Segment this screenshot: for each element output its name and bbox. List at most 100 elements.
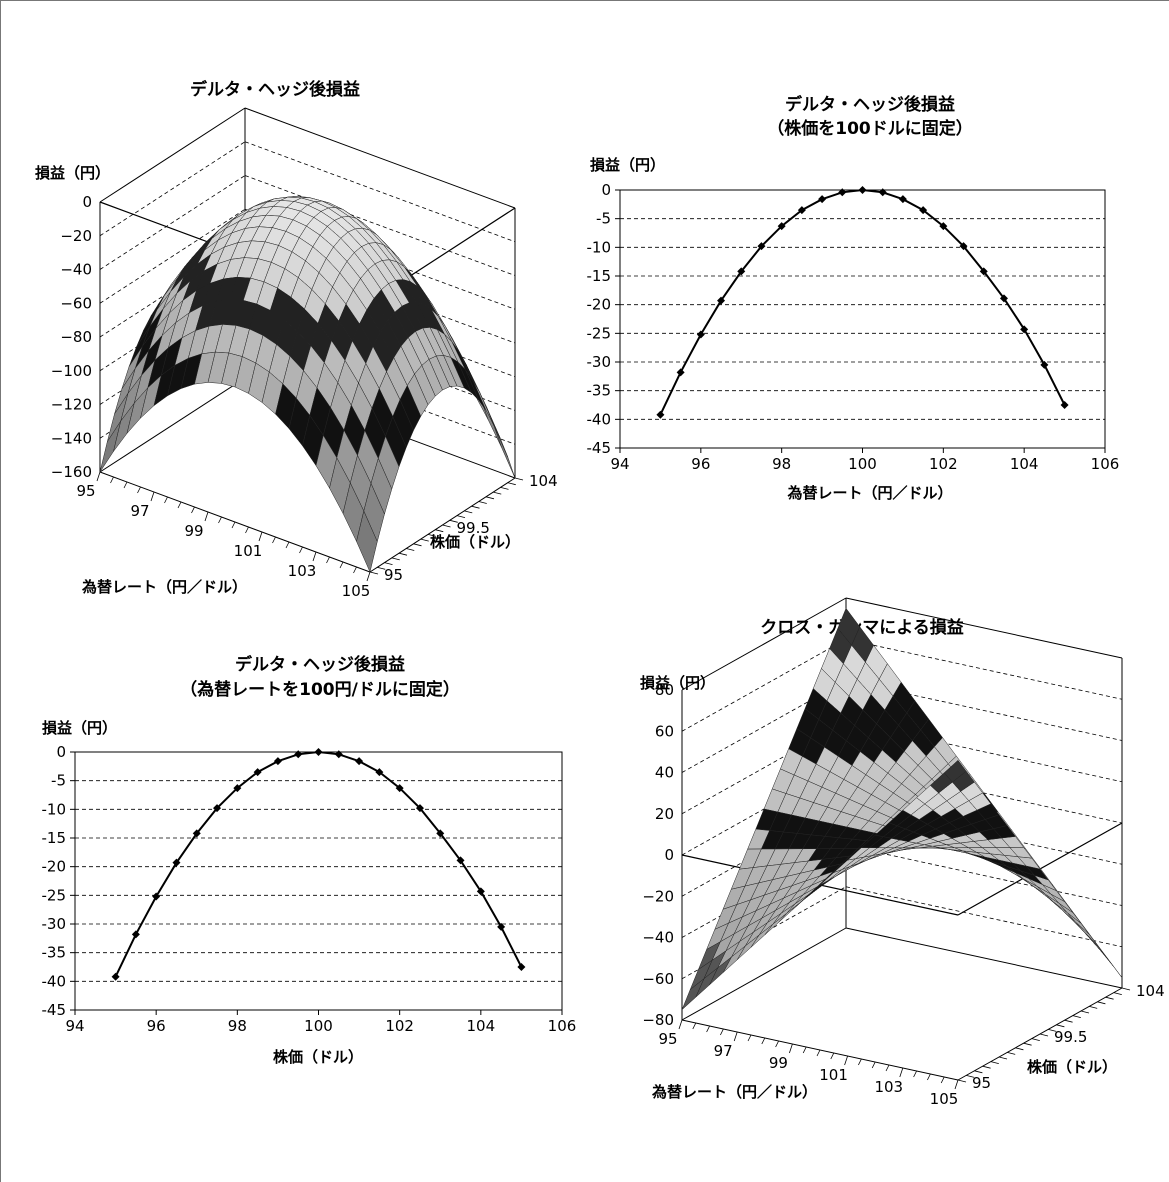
y-minor-tick (1072, 1015, 1081, 1018)
chart4-zlabel: 損益（円） (640, 674, 715, 692)
y-tick-label: 95 (972, 1074, 991, 1092)
y-minor-tick (493, 491, 502, 495)
wall-gridline (99, 208, 246, 304)
chart1-zlabel: 損益（円） (35, 164, 110, 182)
y-minor-tick (514, 477, 524, 481)
x-tick-label: 106 (1091, 455, 1120, 473)
x-minor-tick (706, 1025, 710, 1033)
z-tick-label: 0 (664, 846, 674, 864)
y-tick-label: 99.5 (457, 519, 490, 537)
z-tick-label: −20 (60, 227, 92, 245)
x-minor-tick (816, 1049, 821, 1057)
data-point-marker (152, 892, 161, 901)
surface-facet (943, 759, 967, 783)
chart3-ylabel: 損益（円） (42, 719, 117, 737)
z-tick-label: −100 (51, 362, 92, 380)
y-minor-tick (391, 557, 400, 561)
wall-gridline (681, 638, 847, 732)
y-minor-tick (1089, 1006, 1098, 1009)
x-tick-label: 100 (304, 1017, 333, 1035)
data-point-marker (1020, 325, 1029, 334)
y-minor-tick (1064, 1019, 1073, 1023)
y-tick-label: 95 (384, 566, 403, 584)
x-tick-label: 104 (1010, 455, 1039, 473)
y-tick-label: 99.5 (1054, 1028, 1087, 1046)
y-tick-label: -45 (42, 1001, 67, 1019)
x-tick-label: 99 (184, 522, 203, 540)
y-tick-label: -25 (587, 324, 612, 342)
y-minor-tick (478, 501, 487, 504)
surface-chart-2: クロス・ガンマによる損益 損益（円） 80 60 40 20 0 −20 −40 −60 −80… (640, 597, 1165, 1108)
box-edge (99, 377, 246, 473)
data-point-marker (456, 856, 465, 865)
data-point-marker (979, 267, 988, 276)
x-minor-tick (231, 521, 236, 529)
data-point-marker (818, 195, 827, 204)
z-tick-label: 20 (655, 805, 674, 823)
x-minor-tick (954, 1079, 959, 1090)
data-point-marker (939, 222, 948, 231)
x-minor-tick (913, 1070, 917, 1078)
chart1-xlabel: 為替レート（円／ドル） (81, 578, 247, 596)
z-tick-label: −80 (642, 1011, 674, 1029)
data-point-marker (676, 368, 685, 377)
x-minor-tick (733, 1031, 738, 1042)
y-minor-tick (1113, 992, 1122, 995)
data-point-marker (334, 750, 343, 759)
y-minor-tick (1023, 1042, 1032, 1046)
x-minor-tick (204, 511, 209, 522)
data-point-marker (656, 410, 665, 419)
surface-facet (494, 426, 516, 479)
z-tick-label: −120 (51, 396, 92, 414)
chart2-title-line2: （株価を100ドルに固定） (767, 118, 973, 139)
z-tick-label: −60 (60, 294, 92, 312)
chart1-x-ticks: 95 97 99 101 103 105 (76, 471, 371, 600)
x-minor-tick (366, 571, 371, 582)
y-minor-tick (1031, 1038, 1040, 1041)
x-minor-tick (844, 1055, 848, 1066)
y-minor-tick (500, 487, 509, 490)
y-tick-label: -30 (42, 915, 67, 933)
surface-facet (1083, 931, 1106, 957)
wall-gridline (99, 175, 246, 270)
y-tick-label: -5 (51, 772, 66, 790)
x-minor-tick (177, 501, 182, 509)
y-minor-tick (413, 543, 422, 547)
chart4-y-ticks: 95 99.5 104 (957, 982, 1165, 1092)
y-tick-label: 0 (56, 743, 66, 761)
x-tick-label: 94 (610, 455, 629, 473)
y-tick-label: -15 (42, 829, 67, 847)
y-minor-tick (1007, 1052, 1016, 1055)
y-tick-label: 104 (1136, 982, 1165, 1000)
y-minor-tick (1039, 1033, 1049, 1037)
line-chart-fx: デルタ・ヘッジ後損益 （株価を100ドルに固定） 損益（円） 0 -5 -10 -15… (587, 94, 1120, 502)
chart1-title: デルタ・ヘッジ後損益 (190, 79, 360, 100)
y-tick-label: -35 (42, 944, 67, 962)
y-tick-label: -15 (587, 267, 612, 285)
box-edge (244, 107, 516, 209)
data-point-marker (233, 784, 242, 793)
data-point-marker (959, 242, 968, 251)
x-tick-label: 101 (234, 542, 263, 560)
data-point-marker (497, 922, 506, 931)
data-point-marker (858, 186, 867, 194)
y-tick-label: -5 (596, 210, 611, 228)
data-point-marker (757, 242, 766, 251)
x-minor-tick (312, 551, 317, 562)
z-tick-label: 60 (655, 722, 674, 740)
x-tick-label: 100 (848, 455, 877, 473)
data-point-marker (797, 206, 806, 215)
data-point-marker (213, 804, 222, 813)
x-minor-tick (678, 1019, 683, 1030)
x-tick-label: 104 (467, 1017, 496, 1035)
z-tick-label: −40 (60, 261, 92, 279)
surface-facet (99, 420, 122, 473)
chart4-surface (681, 607, 1123, 1010)
chart2-xlabel: 為替レート（円／ドル） (786, 484, 952, 502)
x-minor-tick (326, 556, 330, 564)
y-minor-tick (398, 552, 408, 556)
y-minor-tick (464, 510, 473, 514)
y-minor-tick (507, 482, 516, 486)
data-point-marker (395, 784, 404, 793)
